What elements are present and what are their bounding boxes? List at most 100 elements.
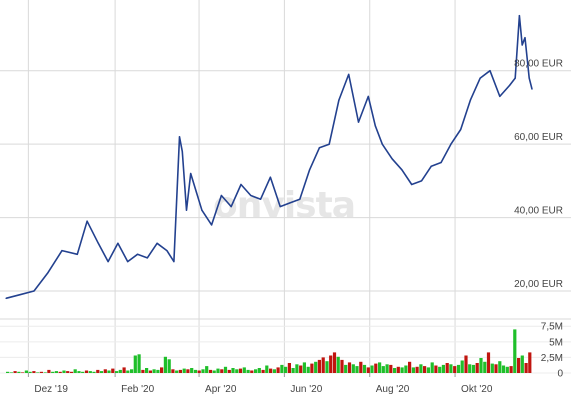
volume-bar <box>419 364 423 373</box>
price-point <box>136 253 139 255</box>
volume-bar <box>160 367 164 373</box>
volume-bar <box>445 363 449 373</box>
price-point <box>76 253 78 255</box>
price-point <box>117 242 119 244</box>
price-point <box>299 198 301 200</box>
volume-bar <box>175 370 179 373</box>
volume-bar <box>28 371 32 373</box>
price-point <box>357 121 360 123</box>
price-line <box>5 14 533 300</box>
volume-bar <box>6 371 10 373</box>
volume-bar <box>257 368 261 373</box>
volume-bar <box>103 369 107 373</box>
volume-bar <box>471 364 476 373</box>
volume-bar <box>408 361 412 373</box>
volume-bar <box>490 363 494 373</box>
volume-bar <box>501 365 506 373</box>
volume-bar <box>130 369 134 373</box>
price-line-layer <box>5 14 533 300</box>
price-point <box>289 202 291 204</box>
x-tick-label: Apr '20 <box>205 384 237 395</box>
volume-bar <box>223 366 228 373</box>
price-point <box>269 176 271 178</box>
volume-bar <box>426 367 430 373</box>
price-point <box>127 261 129 263</box>
x-tick-label: Feb '20 <box>121 384 154 395</box>
volume-bar <box>509 366 513 373</box>
price-point <box>479 77 481 79</box>
price-point <box>518 15 521 17</box>
volume-bar <box>220 369 224 373</box>
volume-bar <box>475 363 479 373</box>
price-point <box>173 261 175 263</box>
volume-bar <box>190 368 194 373</box>
price-tick-label: 40,00 EUR <box>514 206 563 217</box>
volume-bar <box>133 355 137 373</box>
x-tick-label: Aug '20 <box>376 384 410 395</box>
volume-bar <box>216 368 220 373</box>
volume-bar <box>122 367 126 373</box>
volume-bar <box>66 371 70 373</box>
price-point <box>381 143 383 145</box>
volume-bar <box>197 370 201 373</box>
volume-bar <box>317 359 321 373</box>
volume-bar <box>415 366 419 373</box>
volume-bar <box>238 368 243 373</box>
volume-bar <box>250 370 254 373</box>
price-point <box>19 294 21 296</box>
price-point <box>97 242 99 244</box>
volume-bar <box>385 364 389 373</box>
volume-bar <box>58 371 62 373</box>
x-tick-label: Dez '19 <box>34 384 68 395</box>
volume-bar <box>404 365 408 373</box>
volume-bar <box>517 358 521 373</box>
volume-bar <box>265 365 269 373</box>
volume-bar <box>272 369 276 373</box>
volume-bar <box>54 371 58 373</box>
volume-bar <box>340 359 344 373</box>
volume-bar <box>235 369 239 373</box>
volume-bar <box>77 371 81 373</box>
volume-bar <box>479 358 483 373</box>
volume-bar <box>453 366 457 373</box>
price-point <box>318 147 320 149</box>
volume-bar <box>314 361 318 373</box>
volume-bar <box>362 364 367 373</box>
volume-bar <box>528 352 532 373</box>
volume-bar <box>284 366 288 373</box>
volume-bar <box>520 355 524 373</box>
volume-bar <box>423 366 427 373</box>
price-point <box>489 70 491 72</box>
x-tick-label: Okt '20 <box>461 384 493 395</box>
volume-bar <box>276 367 280 373</box>
volume-bar <box>456 364 461 373</box>
volume-bar <box>498 361 502 373</box>
volume-bar <box>148 370 152 373</box>
price-point <box>348 73 350 76</box>
volume-bar <box>43 372 47 373</box>
price-point <box>230 205 232 208</box>
price-point <box>308 169 311 171</box>
price-point <box>185 209 188 211</box>
volume-bar <box>254 369 258 373</box>
price-point <box>195 191 197 193</box>
volume-bar <box>115 371 119 373</box>
price-point <box>499 95 501 98</box>
volume-bar <box>291 368 295 373</box>
volume-bar <box>171 369 175 373</box>
volume-bar <box>39 371 43 373</box>
volume-bar <box>231 368 235 373</box>
volume-bar <box>306 366 310 373</box>
volume-bar <box>36 372 40 373</box>
volume-bar <box>287 363 291 373</box>
volume-bar <box>524 363 528 373</box>
price-point <box>201 209 203 211</box>
volume-bar <box>193 369 198 373</box>
volume-bar <box>378 362 382 373</box>
price-point <box>220 194 223 197</box>
volume-bar <box>400 367 404 373</box>
volume-bar <box>73 369 77 373</box>
volume-bar <box>156 369 160 373</box>
volume-bar <box>389 364 393 373</box>
